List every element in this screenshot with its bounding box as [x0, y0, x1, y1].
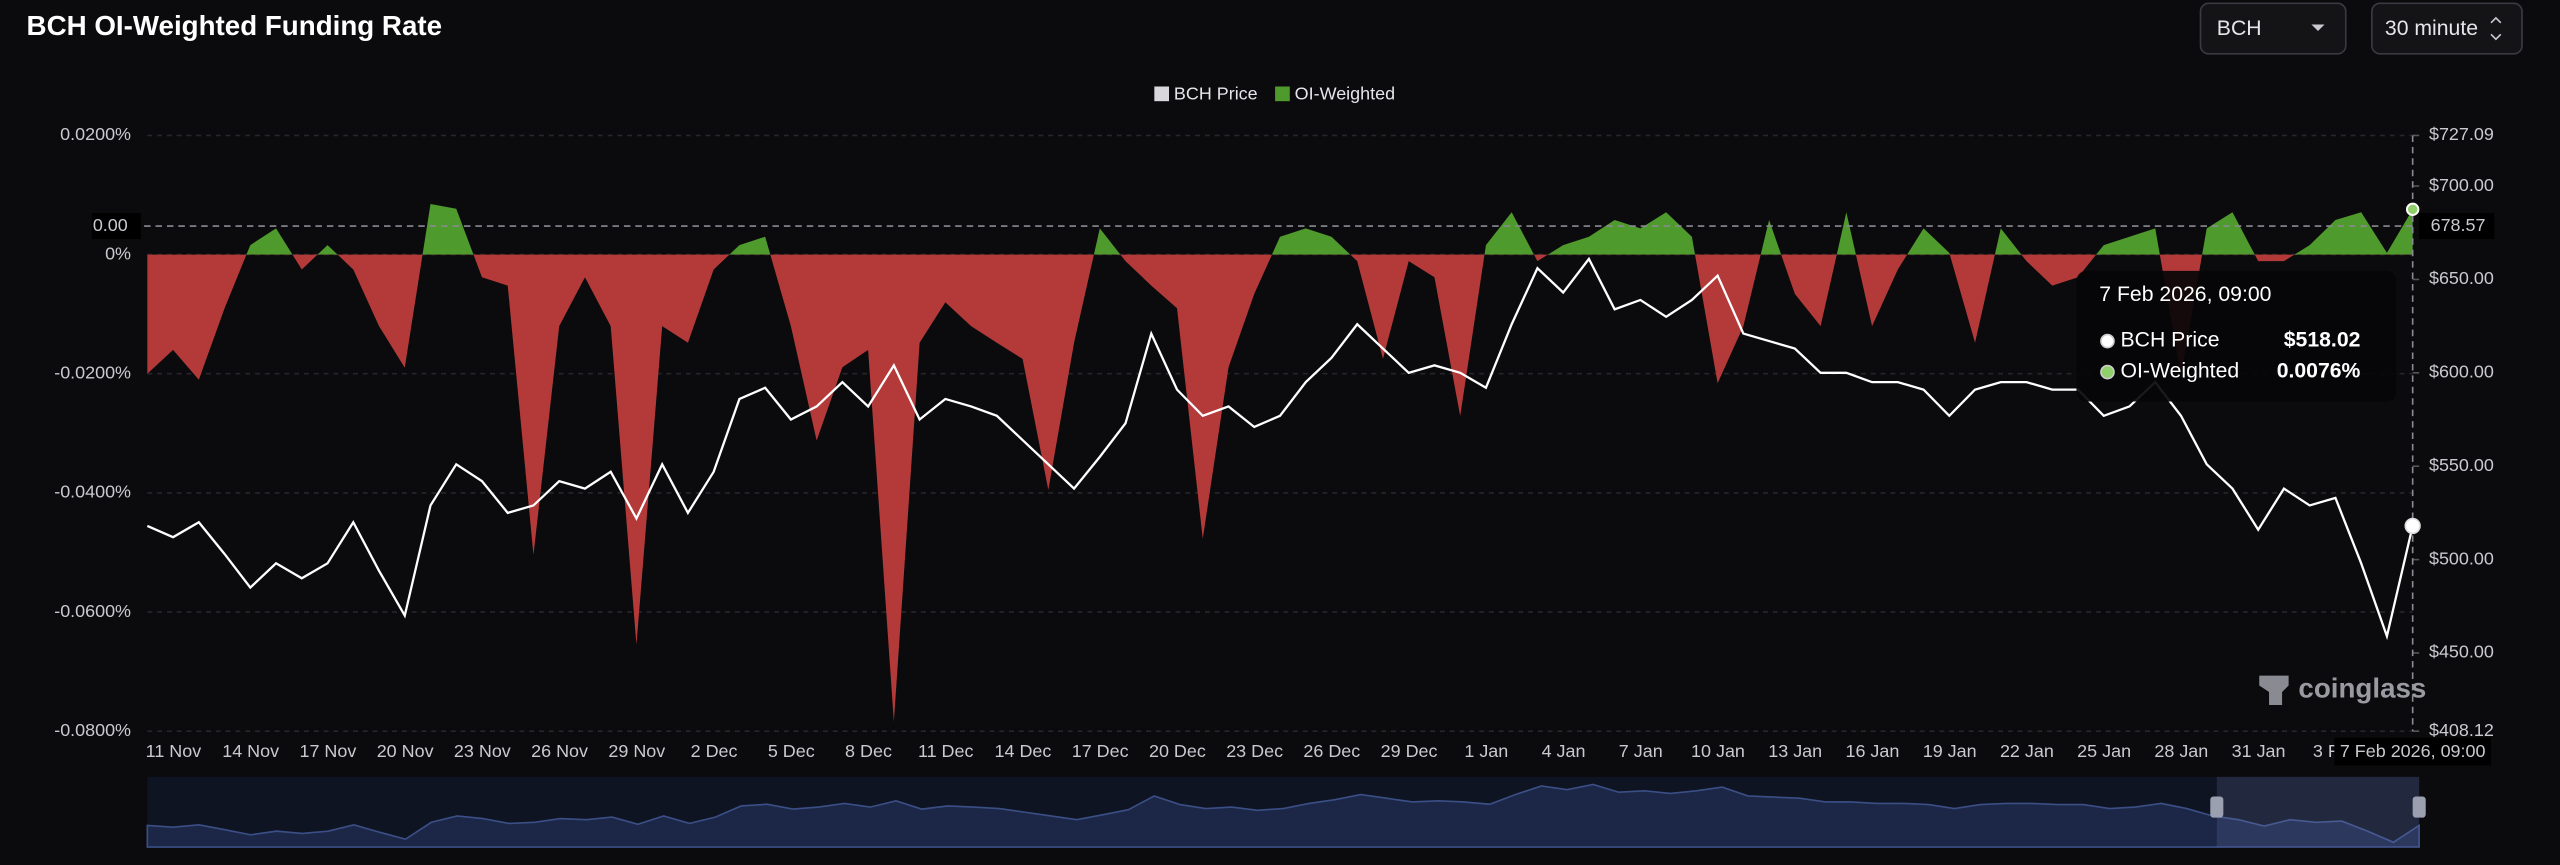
- y-tick-label: 0.0200%: [60, 124, 131, 144]
- symbol-select[interactable]: BCH: [2199, 2, 2347, 55]
- x-tick-label: 25 Jan: [2077, 741, 2131, 761]
- legend-label: BCH Price: [1174, 83, 1258, 103]
- x-tick-label: 2 Dec: [691, 741, 738, 761]
- y2-tick-label: $727.09: [2429, 124, 2494, 144]
- x-tick-label: 5 Dec: [768, 741, 815, 761]
- crosshair-x-box: [2334, 737, 2491, 766]
- x-tick-label: 1 Jan: [1464, 741, 1508, 761]
- x-tick-label: 10 Jan: [1691, 741, 1745, 761]
- x-tick-label: 16 Jan: [1846, 741, 1900, 761]
- x-tick-label: 14 Nov: [222, 741, 279, 761]
- legend-swatch: [1275, 86, 1290, 102]
- x-tick-label: 8 Dec: [845, 741, 892, 761]
- x-tick-label: 29 Dec: [1381, 741, 1438, 761]
- y2-tick-label: $550.00: [2429, 455, 2494, 475]
- x-tick-label: 11 Dec: [918, 741, 974, 761]
- select-caret: [2311, 24, 2325, 32]
- x-tick-label: 23 Nov: [454, 741, 511, 761]
- x-tick-label: 20 Dec: [1149, 741, 1206, 761]
- x-tick-label: 14 Dec: [995, 741, 1052, 761]
- hover-dot: [2405, 202, 2420, 217]
- funding-area: [147, 203, 2413, 722]
- y2-tick-label: $700.00: [2429, 175, 2494, 195]
- hover-dot: [2404, 517, 2421, 535]
- select-box[interactable]: [2199, 2, 2347, 55]
- tooltip: [2076, 270, 2397, 402]
- crosshair-x-label: 7 Feb 2026, 09:00: [2340, 741, 2486, 761]
- navigator-handle[interactable]: [2210, 796, 2224, 818]
- watermark: coinglass: [2298, 673, 2426, 704]
- x-tick-label: 22 Jan: [2000, 741, 2054, 761]
- y-tick-label: 0%: [105, 243, 131, 263]
- x-tick-label: 29 Nov: [608, 741, 665, 761]
- x-tick-label: 7 Jan: [1619, 741, 1663, 761]
- x-tick-label: 17 Nov: [299, 741, 356, 761]
- x-tick-label: 17 Dec: [1072, 741, 1129, 761]
- tooltip-title: 7 Feb 2026, 09:00: [2099, 283, 2271, 306]
- x-tick-label: 26 Nov: [531, 741, 588, 761]
- select-label[interactable]: 30 minute: [2385, 17, 2478, 40]
- y-tick-label: -0.0200%: [54, 362, 131, 382]
- legend-swatch: [1154, 86, 1170, 102]
- select-caret: [2490, 16, 2502, 41]
- crosshair-y-label: 0.00: [93, 215, 128, 235]
- crosshair-y2-label: 678.57: [2431, 215, 2486, 235]
- y2-tick-label: $500.00: [2429, 548, 2494, 568]
- tooltip-dot: [2100, 333, 2115, 349]
- y2-tick-label: $450.00: [2429, 642, 2494, 662]
- x-tick-label: 31 Jan: [2232, 741, 2286, 761]
- watermark-logo: [2259, 675, 2289, 706]
- navigator-handle[interactable]: [2412, 796, 2426, 818]
- x-tick-label: 26 Dec: [1303, 741, 1360, 761]
- y2-tick-label: $650.00: [2429, 268, 2494, 288]
- interval-select[interactable]: 30 minute: [2371, 2, 2523, 55]
- tooltip-name: BCH Price: [2121, 329, 2220, 352]
- x-tick-label: 13 Jan: [1768, 741, 1822, 761]
- x-tick-label: 20 Nov: [377, 741, 434, 761]
- y2-tick-label: $600.00: [2429, 362, 2494, 382]
- price-line: [146, 256, 2414, 641]
- navigator-line: [146, 783, 2421, 848]
- chart-title: BCH OI-Weighted Funding Rate: [27, 10, 442, 41]
- crosshair-y2-box: [2419, 213, 2495, 240]
- y-tick-label: -0.0800%: [54, 720, 131, 740]
- y-tick-label: -0.0400%: [54, 482, 131, 502]
- y2-tick-label: $408.12: [2429, 720, 2494, 740]
- select-label[interactable]: BCH: [2217, 17, 2262, 40]
- x-tick-label: 11 Nov: [146, 741, 202, 761]
- select-box[interactable]: [2371, 2, 2523, 55]
- tooltip-dot: [2100, 364, 2115, 380]
- tooltip-value: $518.02: [2284, 329, 2361, 352]
- crosshair-y-box: [91, 213, 141, 240]
- x-tick-label: 19 Jan: [1923, 741, 1977, 761]
- y-tick-label: -0.0600%: [54, 601, 131, 621]
- tooltip-name: OI-Weighted: [2121, 360, 2240, 383]
- x-tick-label: 23 Dec: [1226, 741, 1283, 761]
- x-tick-label: 28 Jan: [2154, 741, 2208, 761]
- x-tick-label: 4 Jan: [1542, 741, 1586, 761]
- legend-label: OI-Weighted: [1295, 83, 1395, 103]
- navigator-selection: [2216, 776, 2420, 848]
- tooltip-value: 0.0076%: [2277, 360, 2361, 383]
